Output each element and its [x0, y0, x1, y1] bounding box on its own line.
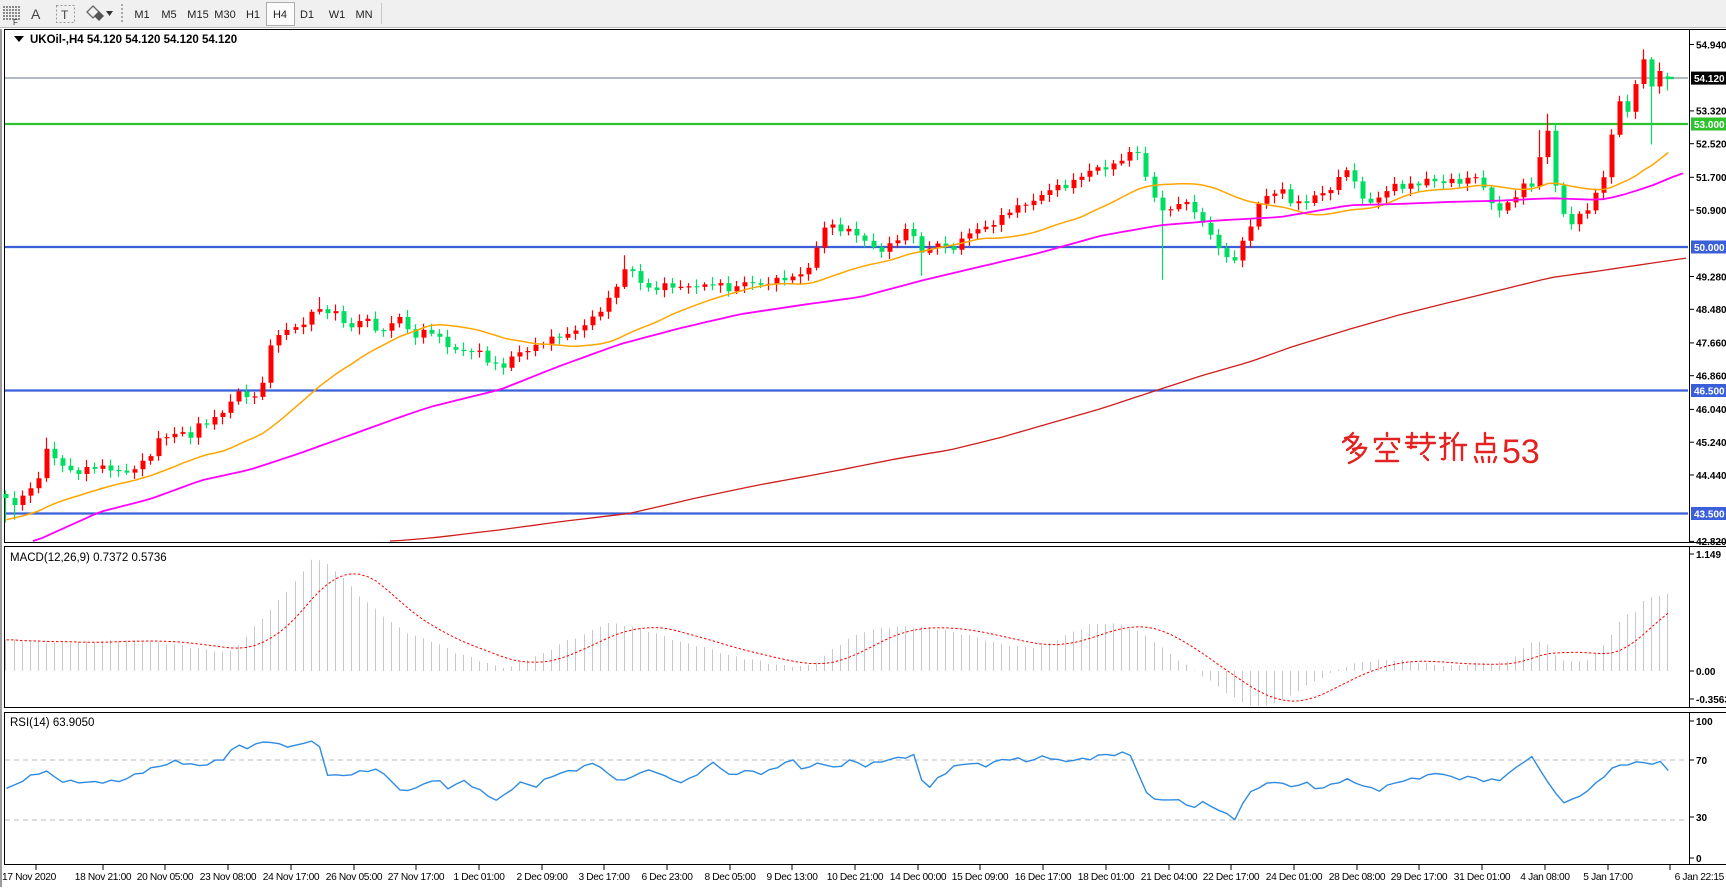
svg-text:44.440: 44.440	[1696, 471, 1726, 482]
svg-text:-0.3563: -0.3563	[1696, 695, 1726, 706]
svg-text:31 Dec 01:00: 31 Dec 01:00	[1454, 872, 1511, 883]
svg-text:MACD(12,26,9) 0.7372 0.5736: MACD(12,26,9) 0.7372 0.5736	[10, 552, 167, 564]
svg-text:23 Nov 08:00: 23 Nov 08:00	[200, 872, 257, 883]
svg-text:22 Dec 17:00: 22 Dec 17:00	[1203, 872, 1260, 883]
svg-text:18 Dec 01:00: 18 Dec 01:00	[1078, 872, 1135, 883]
svg-text:15 Dec 09:00: 15 Dec 09:00	[952, 872, 1009, 883]
svg-text:2 Dec 09:00: 2 Dec 09:00	[516, 872, 568, 883]
svg-text:6 Jan 22:15: 6 Jan 22:15	[1675, 872, 1725, 883]
svg-text:46.500: 46.500	[1694, 386, 1725, 397]
svg-text:0.00: 0.00	[1696, 667, 1716, 678]
svg-text:53: 53	[1502, 433, 1540, 471]
svg-text:M1: M1	[134, 9, 149, 21]
svg-text:43.500: 43.500	[1694, 509, 1725, 520]
svg-text:49.280: 49.280	[1696, 272, 1726, 283]
svg-text:W1: W1	[329, 9, 346, 21]
svg-text:100: 100	[1696, 717, 1713, 728]
svg-text:16 Dec 17:00: 16 Dec 17:00	[1015, 872, 1072, 883]
svg-text:3 Dec 17:00: 3 Dec 17:00	[578, 872, 630, 883]
svg-text:26 Nov 05:00: 26 Nov 05:00	[326, 872, 383, 883]
svg-text:MN: MN	[355, 9, 372, 21]
svg-text:20 Nov 05:00: 20 Nov 05:00	[137, 872, 194, 883]
svg-text:9 Dec 13:00: 9 Dec 13:00	[766, 872, 818, 883]
svg-text:T: T	[61, 8, 69, 22]
svg-text:14 Dec 00:00: 14 Dec 00:00	[890, 872, 947, 883]
svg-text:54.120: 54.120	[1694, 74, 1725, 85]
svg-text:M30: M30	[214, 9, 235, 21]
svg-text:UKOil-,H4 54.120 54.120 54.12: UKOil-,H4 54.120 54.120 54.120 54.120	[30, 34, 237, 46]
svg-text:52.520: 52.520	[1696, 140, 1726, 151]
svg-text:8 Dec 05:00: 8 Dec 05:00	[704, 872, 756, 883]
svg-text:1 Dec 01:00: 1 Dec 01:00	[453, 872, 505, 883]
svg-text:4 Jan 08:00: 4 Jan 08:00	[1520, 872, 1570, 883]
svg-text:50.000: 50.000	[1694, 243, 1725, 254]
svg-text:51.700: 51.700	[1696, 173, 1726, 184]
svg-text:A: A	[31, 6, 41, 22]
svg-text:1.149: 1.149	[1696, 550, 1721, 561]
svg-text:6 Dec 23:00: 6 Dec 23:00	[641, 872, 693, 883]
svg-text:D1: D1	[300, 9, 314, 21]
svg-text:10 Dec 21:00: 10 Dec 21:00	[827, 872, 884, 883]
svg-text:24 Dec 01:00: 24 Dec 01:00	[1266, 872, 1323, 883]
svg-text:48.480: 48.480	[1696, 305, 1726, 316]
svg-text:29 Dec 17:00: 29 Dec 17:00	[1391, 872, 1448, 883]
svg-text:5 Jan 17:00: 5 Jan 17:00	[1583, 872, 1633, 883]
svg-text:47.660: 47.660	[1696, 339, 1726, 350]
svg-text:53.000: 53.000	[1694, 120, 1725, 131]
svg-text:54.940: 54.940	[1696, 40, 1726, 51]
svg-text:RSI(14) 63.9050: RSI(14) 63.9050	[10, 717, 94, 729]
svg-text:50.900: 50.900	[1696, 206, 1726, 217]
svg-text:28 Dec 08:00: 28 Dec 08:00	[1329, 872, 1386, 883]
svg-text:42.820: 42.820	[1696, 537, 1726, 548]
svg-text:27 Nov 17:00: 27 Nov 17:00	[388, 872, 445, 883]
svg-text:24 Nov 17:00: 24 Nov 17:00	[263, 872, 320, 883]
svg-text:H4: H4	[273, 9, 287, 21]
svg-text:21 Dec 04:00: 21 Dec 04:00	[1141, 872, 1198, 883]
svg-text:0: 0	[1696, 854, 1702, 865]
svg-text:53.320: 53.320	[1696, 107, 1726, 118]
svg-text:18 Nov 21:00: 18 Nov 21:00	[75, 872, 132, 883]
svg-text:45.240: 45.240	[1696, 438, 1726, 449]
svg-text:H1: H1	[246, 9, 260, 21]
svg-text:70: 70	[1696, 756, 1708, 767]
svg-text:30: 30	[1696, 813, 1708, 824]
svg-text:M5: M5	[161, 9, 176, 21]
svg-text:M15: M15	[187, 9, 208, 21]
svg-text:F: F	[13, 18, 18, 27]
svg-text:46.860: 46.860	[1696, 372, 1726, 383]
svg-text:46.040: 46.040	[1696, 405, 1726, 416]
svg-text:17 Nov 2020: 17 Nov 2020	[2, 872, 57, 883]
